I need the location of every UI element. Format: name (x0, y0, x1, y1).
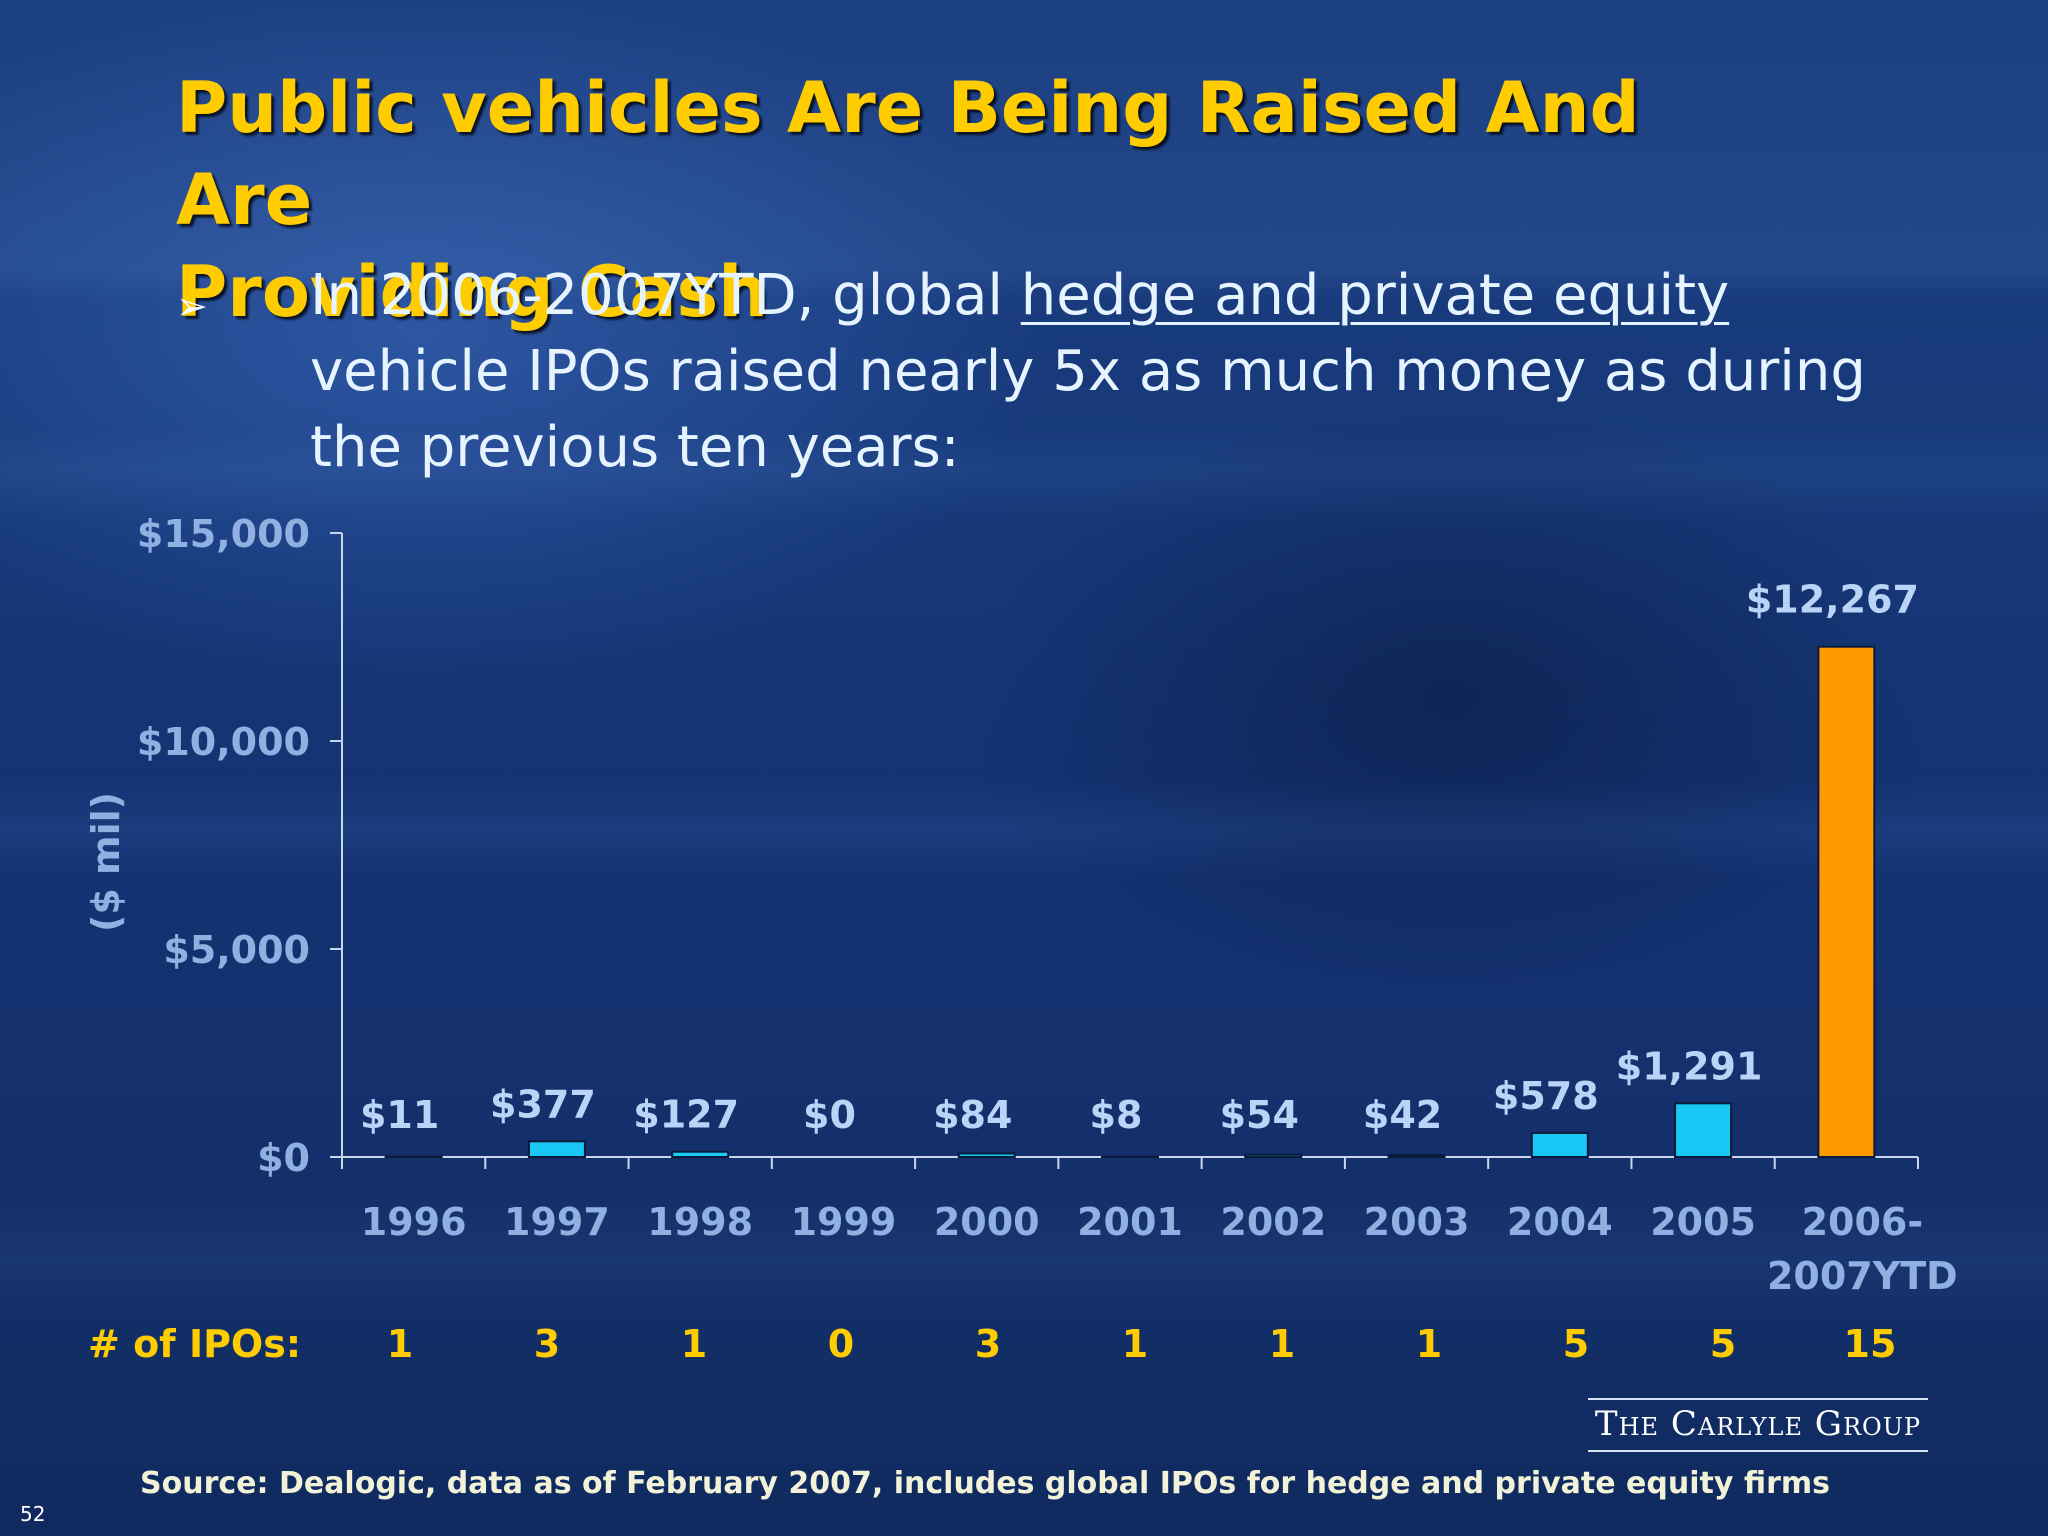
ipo-row-label: # of IPOs: (88, 1322, 302, 1366)
x-tick-label: 2004 (1507, 1200, 1613, 1244)
value-label: $578 (1493, 1074, 1599, 1118)
ipo-count: 1 (1121, 1322, 1149, 1366)
value-label: $54 (1220, 1093, 1299, 1137)
value-label: $377 (490, 1082, 596, 1126)
bar (1244, 1153, 1303, 1158)
x-tick-label: 2003 (1364, 1200, 1470, 1244)
bar (671, 1150, 730, 1158)
x-tick-label: 1996 (361, 1200, 467, 1244)
x-tick-label: 2002 (1220, 1200, 1326, 1244)
source-note: Source: Dealogic, data as of February 20… (140, 1466, 1830, 1501)
value-label: $42 (1363, 1093, 1442, 1137)
y-tick-label: $0 (257, 1136, 310, 1180)
ipo-count: 1 (680, 1322, 708, 1366)
ipo-count: 1 (1268, 1322, 1296, 1366)
ipo-count: 5 (1709, 1322, 1737, 1366)
y-tick-label: $10,000 (137, 720, 310, 764)
x-tick-label: 2006- (1802, 1200, 1924, 1244)
slide-title: Public vehicles Are Being Raised And Are… (176, 62, 1736, 338)
bar (1817, 645, 1876, 1158)
x-tick-label: 2001 (1077, 1200, 1183, 1244)
title-line-2: Providing Cash (176, 251, 769, 333)
value-label: $8 (1090, 1093, 1143, 1137)
value-label: $12,267 (1746, 578, 1919, 622)
y-tick-label: $15,000 (137, 512, 310, 556)
hedge-pe-link[interactable]: hedge and private equity (1020, 263, 1730, 328)
value-label: $127 (633, 1093, 739, 1137)
ipo-count: 3 (974, 1322, 1002, 1366)
value-label: $11 (360, 1093, 439, 1137)
y-tick-label: $5,000 (163, 928, 310, 972)
x-tick-label: 2005 (1650, 1200, 1756, 1244)
title-line-1: Public vehicles Are Being Raised And Are (176, 67, 1640, 241)
carlyle-logo: The Carlyle Group (1588, 1398, 1928, 1452)
bar (1530, 1131, 1589, 1158)
bar (1387, 1154, 1446, 1159)
x-tick-label: 1997 (504, 1200, 610, 1244)
bullet-arrow-icon: ➢ (176, 284, 208, 328)
ipo-count: 5 (1562, 1322, 1590, 1366)
bar (1674, 1102, 1733, 1159)
x-tick-label: 1999 (791, 1200, 897, 1244)
bar (957, 1152, 1016, 1159)
ipo-count: 1 (1415, 1322, 1443, 1366)
bar (527, 1140, 586, 1158)
bullet-line-3: the previous ten years: (310, 415, 960, 480)
value-label: $0 (803, 1093, 856, 1137)
ipo-count: 3 (533, 1322, 561, 1366)
x-tick-label: 2007YTD (1767, 1254, 1958, 1298)
bullet-line-2: vehicle IPOs raised nearly 5x as much mo… (310, 339, 1866, 404)
x-tick-label: 2000 (934, 1200, 1040, 1244)
bullet-prefix: In 2006-2007YTD, global (310, 263, 1021, 328)
ipo-count: 1 (386, 1322, 414, 1366)
value-label: $84 (933, 1093, 1012, 1137)
bullet-text: In 2006-2007YTD, global hedge and privat… (310, 258, 1870, 486)
page-number: 52 (20, 1502, 46, 1526)
x-tick-label: 1998 (647, 1200, 753, 1244)
ipo-count: 0 (827, 1322, 855, 1366)
value-label: $1,291 (1616, 1044, 1763, 1088)
ipo-count: 15 (1843, 1322, 1897, 1366)
